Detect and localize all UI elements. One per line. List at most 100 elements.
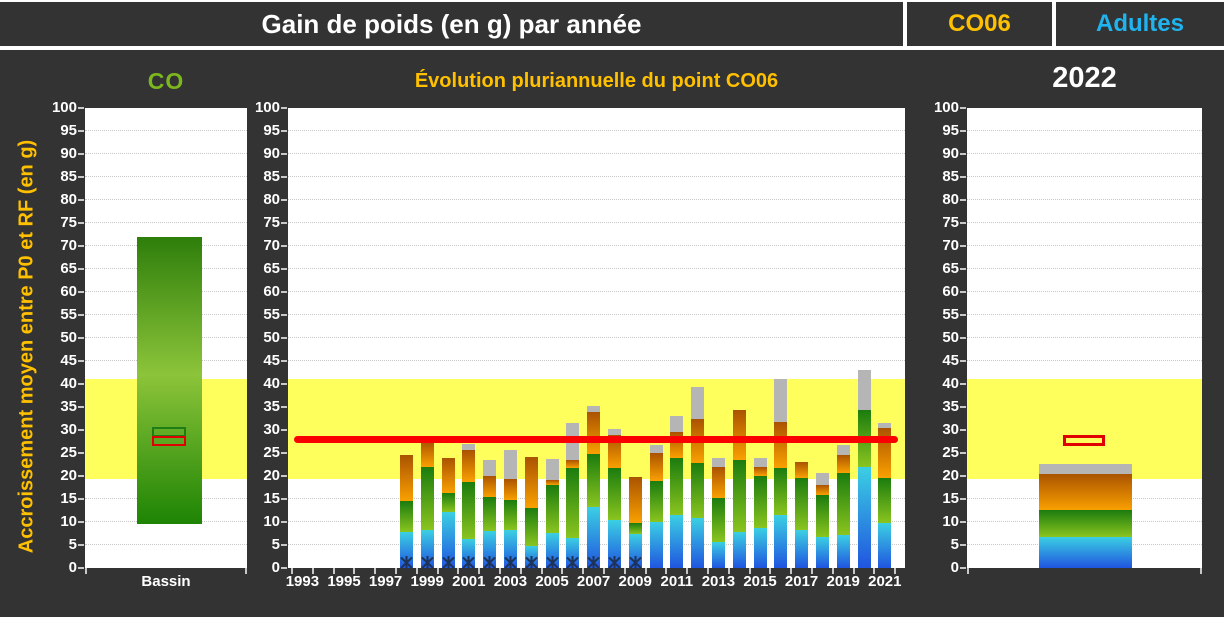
y-tick-label: 60 xyxy=(942,283,959,300)
y-tick-label: 40 xyxy=(60,375,77,392)
green-segment xyxy=(587,454,601,507)
green-segment xyxy=(795,478,809,530)
y-tick xyxy=(960,268,966,270)
y-tick xyxy=(281,544,287,546)
no-data-marker-1998 xyxy=(400,556,413,569)
y-tick-label: 5 xyxy=(950,536,959,553)
x-tick xyxy=(665,568,668,574)
y-tick-label: 25 xyxy=(60,444,77,461)
green-segment xyxy=(420,466,434,531)
y-tick xyxy=(281,475,287,477)
gridline xyxy=(85,176,247,177)
blue-segment xyxy=(878,522,892,568)
y-tick xyxy=(281,383,287,385)
y-tick xyxy=(281,521,287,523)
population-badge[interactable]: Adultes xyxy=(1095,10,1184,37)
x-tick-label: 2021 xyxy=(868,573,902,590)
y-tick-label: 20 xyxy=(942,467,959,484)
green-segment xyxy=(774,468,788,516)
reference-band xyxy=(967,379,1202,479)
orange-segment xyxy=(732,410,746,460)
y-tick-label: 70 xyxy=(942,237,959,254)
gray-segment xyxy=(711,457,725,467)
no-data-marker-1999 xyxy=(420,556,434,569)
green-segment xyxy=(670,457,684,516)
y-tick-label: 100 xyxy=(51,99,77,116)
y-tick xyxy=(78,498,84,500)
y-tick-label: 65 xyxy=(263,260,280,277)
y-tick xyxy=(281,130,287,132)
y-tick xyxy=(78,567,84,569)
y-tick xyxy=(960,130,966,132)
evolution-chart-title: Évolution pluriannuelle du point CO06 xyxy=(414,70,779,92)
y-tick xyxy=(281,153,287,155)
blue-segment xyxy=(587,506,601,568)
x-tick xyxy=(291,568,293,574)
x-tick-label: 2015 xyxy=(743,573,777,590)
x-tick-label: 2017 xyxy=(784,573,819,590)
y-tick-label: 85 xyxy=(60,168,77,185)
gridline xyxy=(288,360,905,361)
no-data-marker-2000 xyxy=(441,556,455,569)
y-tick xyxy=(78,199,84,201)
gray-segment xyxy=(503,449,517,479)
y-tick xyxy=(78,337,84,339)
y-tick-label: 95 xyxy=(942,122,959,139)
gridline xyxy=(85,130,247,131)
y-tick xyxy=(78,383,84,385)
y-tick xyxy=(960,521,966,523)
gridline xyxy=(288,245,905,246)
green-segment xyxy=(691,463,705,519)
y-tick xyxy=(281,222,287,224)
orange-segment xyxy=(753,466,767,477)
orange-segment xyxy=(836,454,850,474)
green-segment xyxy=(545,484,559,534)
y-tick-label: 65 xyxy=(942,260,959,277)
x-tick xyxy=(311,568,314,574)
gray-segment xyxy=(462,443,476,450)
no-data-marker-2004 xyxy=(524,556,538,569)
y-tick-label: 90 xyxy=(263,145,280,162)
x-tick xyxy=(478,568,481,574)
bassin-red-target-box xyxy=(152,435,186,446)
y-tick-label: 80 xyxy=(263,191,280,208)
year-chart-title: 2022 xyxy=(1052,62,1117,94)
blue-segment xyxy=(857,466,871,568)
point-code-badge[interactable]: CO06 xyxy=(948,10,1011,37)
gridline xyxy=(288,153,905,154)
x-tick xyxy=(686,568,689,574)
x-tick xyxy=(332,568,335,574)
y-tick-label: 90 xyxy=(60,145,77,162)
y-tick-label: 60 xyxy=(263,283,280,300)
year2022-red-target-box xyxy=(1063,435,1105,447)
y-tick xyxy=(960,360,966,362)
y-tick-label: 45 xyxy=(942,352,959,369)
gridline xyxy=(967,360,1202,361)
y-tick xyxy=(78,130,84,132)
blue-segment xyxy=(670,515,684,568)
gridline xyxy=(967,153,1202,154)
y-tick-label: 55 xyxy=(942,306,959,323)
y-tick xyxy=(281,314,287,316)
y-tick xyxy=(960,107,966,109)
gridline xyxy=(967,130,1202,131)
y-tick-label: 10 xyxy=(60,513,77,530)
no-data-marker-2007 xyxy=(587,556,600,569)
gridline xyxy=(288,291,905,292)
gridline xyxy=(85,199,247,200)
x-tick xyxy=(894,568,897,574)
y-tick xyxy=(960,452,966,454)
y-tick-label: 40 xyxy=(942,375,959,392)
y-tick-label: 65 xyxy=(60,260,77,277)
x-tick xyxy=(748,568,751,574)
orange-segment xyxy=(607,434,621,468)
y-tick xyxy=(960,429,966,431)
y-tick xyxy=(78,475,84,477)
y-tick-label: 60 xyxy=(60,283,77,300)
no-data-marker-2005 xyxy=(545,556,559,569)
y-tick-label: 0 xyxy=(950,559,959,576)
no-data-marker-2003 xyxy=(504,556,517,569)
gridline xyxy=(967,314,1202,315)
no-data-marker-2006 xyxy=(566,556,579,569)
x-tick xyxy=(499,568,501,574)
